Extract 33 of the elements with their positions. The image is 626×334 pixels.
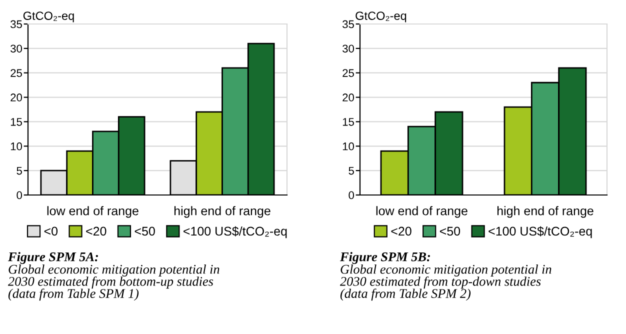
legend-label: <20: [391, 226, 412, 236]
x-tick-label: high end of range: [174, 206, 270, 218]
text: Figure SPM 5B:: [340, 252, 430, 264]
legend-label: <100 US$/tCO₂-eq: [184, 226, 287, 238]
y-axis-title: GtCO₂-eq: [23, 12, 74, 22]
y-tick-label: 20: [342, 94, 354, 102]
y-axis-title: GtCO₂-eq: [356, 12, 406, 22]
y-tick-label: 15: [342, 118, 354, 126]
y-tick-label: 35: [342, 20, 354, 28]
y-tick-label: 10: [342, 142, 354, 150]
y-tick-label: 0: [16, 191, 22, 200]
x-tick-label: high end of range: [497, 206, 594, 218]
y-tick-label: 15: [10, 118, 22, 126]
y-tick-label: 35: [10, 20, 22, 28]
text: Global economic mitigation potential in 2030 estimated from bottom-up studies (data from Table SPM 1): [8, 264, 220, 301]
x-tick-label: low end of range: [376, 206, 468, 218]
legend-label: <0: [44, 226, 58, 236]
y-tick-label: 30: [342, 44, 354, 53]
legend-label: <50: [134, 226, 155, 236]
legend-label: <50: [440, 226, 460, 236]
legend-label: <100 US$/tCO₂-eq: [488, 226, 592, 238]
text: Global economic mitigation potential in 2030 estimated from top-down studies (data from Table SPM 2): [340, 264, 552, 301]
text: Figure SPM 5A:: [8, 252, 98, 264]
y-tick-label: 20: [10, 94, 22, 102]
y-tick-label: 0: [348, 191, 354, 200]
legend-label: <20: [86, 226, 106, 236]
y-tick-label: 10: [10, 142, 22, 150]
y-tick-label: 30: [10, 44, 22, 53]
y-tick-label: 5: [348, 166, 354, 175]
y-tick-label: 25: [10, 69, 22, 77]
y-tick-label: 5: [16, 166, 22, 175]
x-tick-label: low end of range: [47, 206, 138, 218]
y-tick-label: 25: [342, 69, 354, 77]
